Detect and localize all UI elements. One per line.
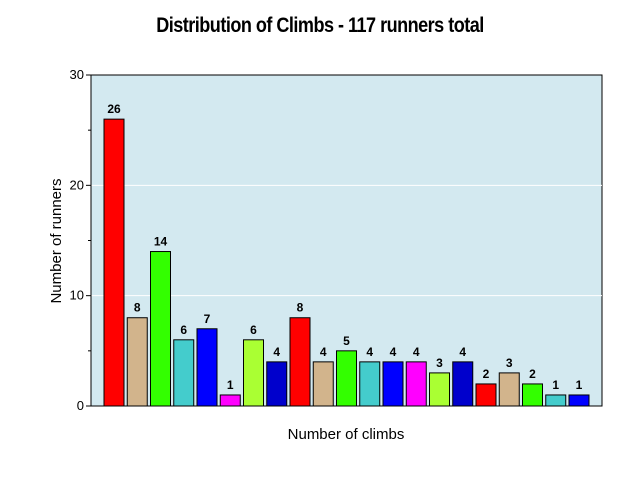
y-tick-label: 20 xyxy=(70,177,84,192)
bar-19 xyxy=(522,383,543,407)
bar-7 xyxy=(243,339,264,407)
data-label-17: 2 xyxy=(483,367,490,381)
data-label-11: 5 xyxy=(343,334,350,348)
bar-3 xyxy=(150,251,171,407)
y-tick-label: 10 xyxy=(70,288,84,303)
bar-10 xyxy=(312,361,334,407)
bar-18 xyxy=(498,372,520,407)
data-label-18: 3 xyxy=(506,356,513,370)
bar-13 xyxy=(382,361,404,407)
data-label-2: 8 xyxy=(134,301,141,315)
data-label-21: 1 xyxy=(576,378,583,392)
data-label-7: 6 xyxy=(250,323,257,337)
bar-11 xyxy=(336,350,357,407)
bar-16 xyxy=(452,361,474,407)
data-label-19: 2 xyxy=(529,367,536,381)
y-axis-title: Number of runners xyxy=(48,178,65,303)
bar-14 xyxy=(405,361,427,407)
data-label-4: 6 xyxy=(180,323,187,337)
data-label-16: 4 xyxy=(459,345,466,359)
x-axis-title: Number of climbs xyxy=(288,426,405,443)
bar-17 xyxy=(475,383,497,407)
bar-8 xyxy=(266,361,288,407)
bar-12 xyxy=(359,361,381,407)
data-label-3: 14 xyxy=(154,235,168,249)
data-label-15: 3 xyxy=(436,356,443,370)
y-tick-label: 0 xyxy=(77,398,84,413)
bar-20 xyxy=(545,394,567,407)
data-label-13: 4 xyxy=(390,345,397,359)
bars xyxy=(103,118,590,407)
data-label-20: 1 xyxy=(552,378,559,392)
data-label-14: 4 xyxy=(413,345,420,359)
bar-1 xyxy=(103,118,125,407)
bar-6 xyxy=(219,394,241,407)
data-label-10: 4 xyxy=(320,345,327,359)
bar-4 xyxy=(173,339,195,407)
data-label-12: 4 xyxy=(366,345,373,359)
bar-9 xyxy=(289,317,311,407)
y-tick-label: 30 xyxy=(70,67,84,82)
bar-21 xyxy=(568,394,590,407)
data-label-8: 4 xyxy=(273,345,280,359)
data-label-1: 26 xyxy=(107,102,121,116)
data-label-6: 1 xyxy=(227,378,234,392)
data-labels: 26 8 14 6 7 1 6 4 8 4 5 4 4 4 3 4 2 3 2 1 1 xyxy=(107,102,582,392)
bar-2 xyxy=(126,317,148,407)
grid-lines xyxy=(91,184,602,297)
chart-title: Distribution of Climbs - 117 runners tot… xyxy=(156,14,484,37)
y-axis: 0 10 20 30 xyxy=(70,67,92,413)
data-label-5: 7 xyxy=(204,312,211,326)
data-label-9: 8 xyxy=(297,301,304,315)
bar-5 xyxy=(196,328,218,407)
bar-15 xyxy=(429,372,450,407)
